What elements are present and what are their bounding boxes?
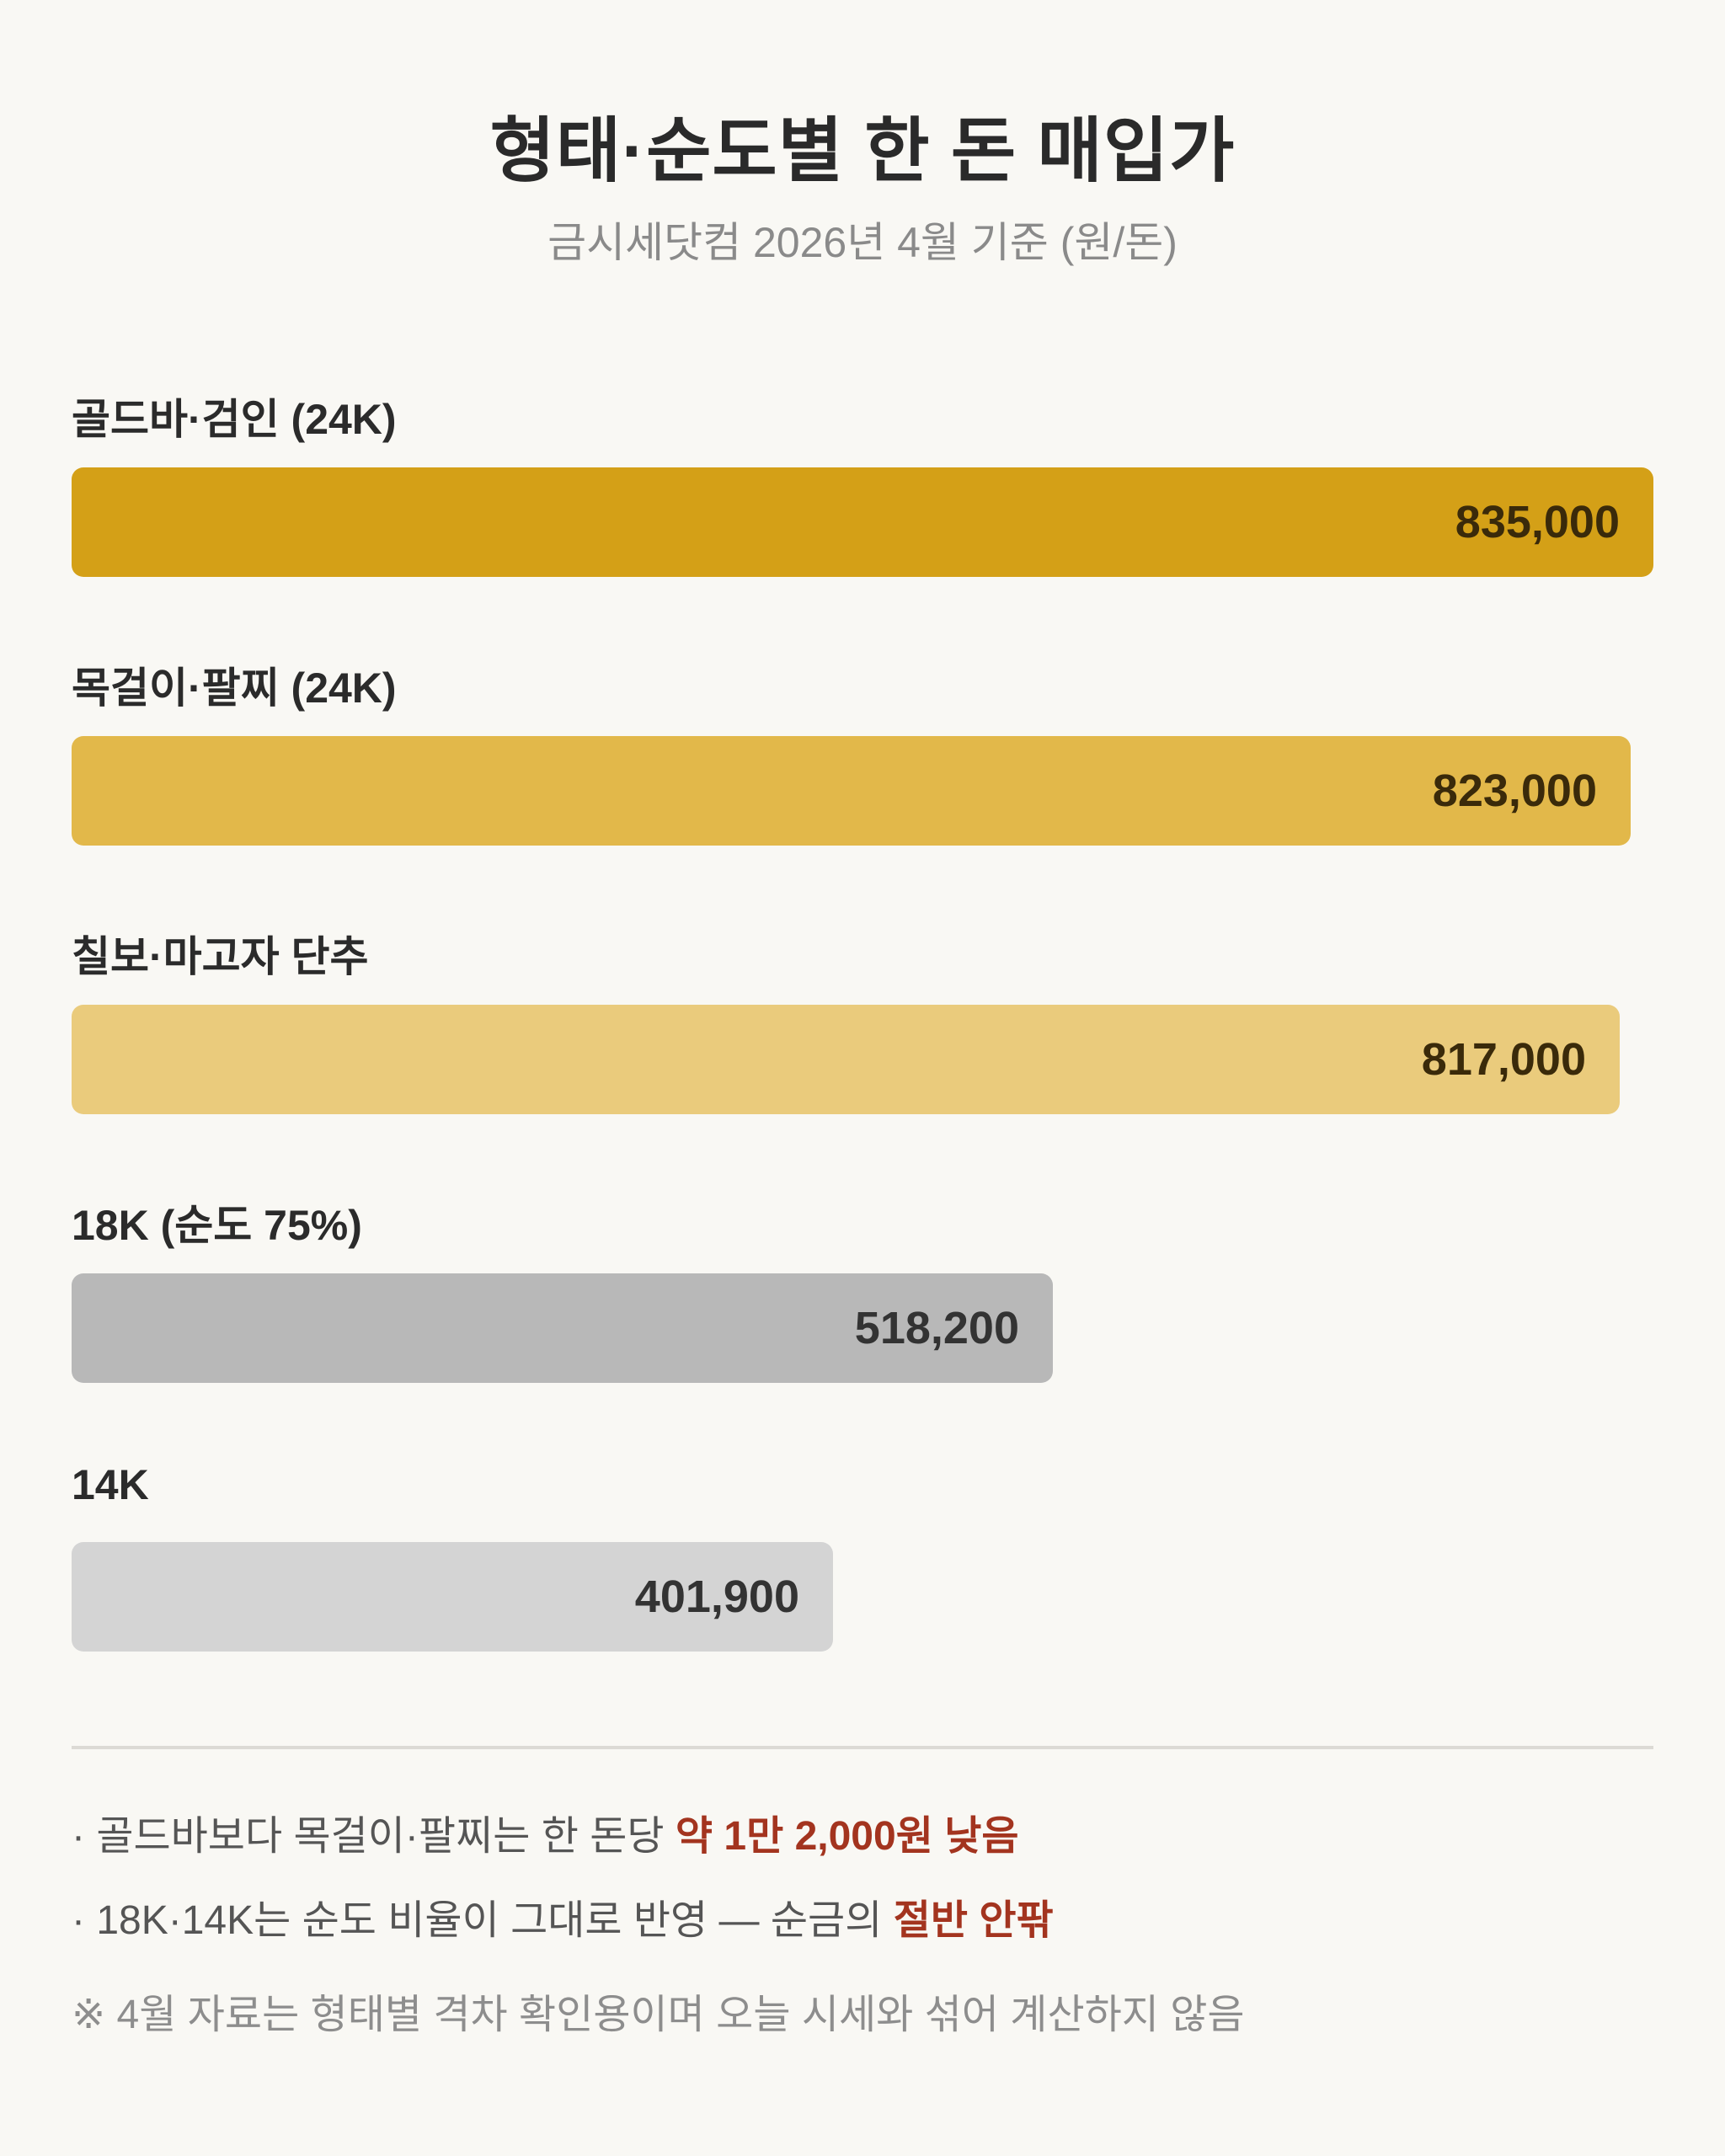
bar-value-label: 401,900 <box>634 1572 799 1622</box>
category-label: 칠보·마고자 단추 <box>72 933 369 980</box>
divider <box>72 1746 1653 1749</box>
bar-row: 18K (순도 75%) 518,200 <box>72 1177 1653 1429</box>
note-1-highlight: 약 1만 2,000원 낮음 <box>675 1814 1019 1859</box>
footnote: ※ 4월 자료는 형태별 격차 확인용이며 오늘 시세와 섞어 계산하지 않음 <box>72 1993 1245 2037</box>
bar-value-label: 835,000 <box>1455 497 1620 547</box>
category-label: 골드바·검인 (24K) <box>72 396 397 443</box>
bar-value-label: 518,200 <box>854 1303 1019 1353</box>
note-1-text: · 골드바보다 목걸이·팔찌는 한 돈당 <box>72 1814 676 1859</box>
note-1: · 골드바보다 목걸이·팔찌는 한 돈당 약 1만 2,000원 낮음 <box>72 1802 1019 1861</box>
bar: 518,200 <box>72 1273 1053 1383</box>
category-label: 목걸이·팔찌 (24K) <box>72 664 397 712</box>
note-2-highlight: 절반 안팎 <box>893 1898 1054 1943</box>
bar-row: 골드바·검인 (24K) 835,000 <box>72 371 1653 623</box>
bar-row: 목걸이·팔찌 (24K) 823,000 <box>72 639 1653 892</box>
note-2-text: · 18K·14K는 순도 비율이 그대로 반영 — 순금의 <box>72 1898 894 1943</box>
bar: 835,000 <box>72 467 1653 577</box>
bar-value-label: 817,000 <box>1421 1034 1586 1085</box>
category-label: 18K (순도 75%) <box>72 1202 362 1249</box>
bar: 401,900 <box>72 1542 833 1652</box>
bar-row: 14K 401,900 <box>72 1445 1653 1698</box>
bar: 817,000 <box>72 1005 1620 1114</box>
bar-value-label: 823,000 <box>1432 766 1597 816</box>
bar-row: 칠보·마고자 단추 817,000 <box>72 908 1653 1161</box>
category-label: 14K <box>72 1461 149 1508</box>
chart-title: 형태·순도별 한 돈 매입가 <box>489 111 1236 190</box>
note-2: · 18K·14K는 순도 비율이 그대로 반영 — 순금의 절반 안팎 <box>72 1886 1054 1945</box>
chart-subtitle: 금시세닷컴 2026년 4월 기준 (원/돈) <box>547 219 1178 266</box>
bar: 823,000 <box>72 736 1631 846</box>
